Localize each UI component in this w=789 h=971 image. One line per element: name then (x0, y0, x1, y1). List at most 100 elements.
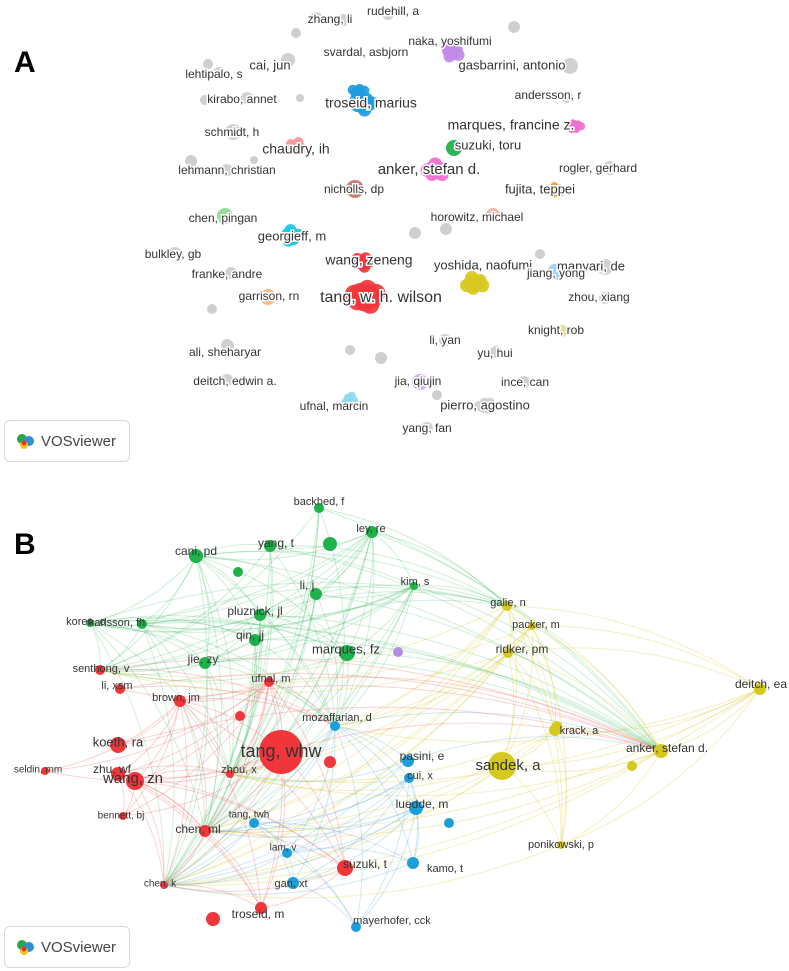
node-rogler-gerhard[interactable] (603, 161, 617, 175)
node-ince-can[interactable] (518, 376, 530, 388)
node-ley-re[interactable] (366, 526, 378, 538)
node-lam-v[interactable] (282, 848, 292, 858)
node-label: li, xsm (101, 680, 132, 692)
node-bennett-bj[interactable] (119, 812, 127, 820)
node-unlabeled (440, 223, 452, 235)
node-label: senthong, v (73, 663, 130, 675)
node-ponikowski-p[interactable] (557, 841, 565, 849)
node-label: wang, zn (102, 770, 163, 787)
node-koren-o[interactable] (86, 619, 94, 627)
node-qin-jj[interactable] (249, 634, 261, 646)
node-cui-x[interactable] (404, 773, 414, 783)
node-lehtipalo-s[interactable] (213, 67, 225, 79)
node-rudehill-a[interactable] (382, 8, 394, 20)
network-map-b: backhed, f ley, re cani, pd yang, t kim, s pl… (14, 496, 787, 932)
vosviewer-badge-b[interactable]: VOSviewer (4, 926, 130, 968)
node-yoshida-naofumi[interactable] (460, 270, 490, 295)
node-schmidt-h[interactable] (225, 124, 241, 140)
node-troseid-marius[interactable] (349, 92, 379, 117)
node-cai-jun[interactable] (281, 53, 295, 67)
node-anker-stefan-d-[interactable] (420, 157, 449, 182)
node-naka-yoshifumi[interactable] (441, 40, 465, 63)
node-seldin-mm[interactable] (41, 767, 49, 775)
node-ufnal-marcin[interactable] (341, 391, 359, 407)
node-fujita-teppei[interactable] (549, 182, 566, 198)
node-knight-rob[interactable] (556, 325, 568, 337)
node-zhu-wf[interactable] (111, 767, 125, 781)
node-galie-n[interactable] (502, 601, 512, 611)
node-anker-stefan-d-[interactable] (654, 744, 668, 758)
node-unlabeled (323, 537, 337, 551)
panel-a: A zhang, li rudehill, a naka, yoshifumi gas… (0, 0, 789, 470)
node-suzuki-t[interactable] (337, 860, 353, 876)
node-mozaffarian-d[interactable] (330, 721, 340, 731)
node-zhou-xiang[interactable] (599, 292, 611, 304)
node-unlabeled (393, 647, 403, 657)
node-ali-sheharyar[interactable] (221, 339, 233, 351)
node-kim-s[interactable] (410, 582, 418, 590)
node-li-j[interactable] (310, 588, 322, 600)
node-ufnal-m[interactable] (264, 677, 274, 687)
node-jia-qiujin[interactable] (412, 374, 428, 390)
node-krack-a[interactable] (549, 724, 561, 736)
node-bulkley-gb[interactable] (169, 247, 181, 259)
node-label: zhu, wf (93, 762, 132, 776)
node-jiang-yong[interactable] (547, 264, 563, 280)
node-cani-pd[interactable] (189, 549, 203, 563)
node-li-xsm[interactable] (115, 684, 125, 694)
node-garrison-rn[interactable] (260, 289, 276, 305)
node-jie-zy[interactable] (199, 657, 211, 669)
node-wang-zn[interactable] (126, 772, 144, 790)
node-gan-xt[interactable] (287, 877, 299, 889)
node-horowitz-michael[interactable] (486, 208, 500, 222)
node-kirabo-annet[interactable] (241, 92, 253, 104)
node-luedde-m[interactable] (409, 801, 423, 815)
node-deitch-edwin-a-[interactable] (221, 374, 233, 386)
node-li-yan[interactable] (439, 334, 451, 346)
node-mayerhofer-cck[interactable] (351, 922, 361, 932)
node-lehmann-christian[interactable] (221, 164, 233, 176)
node-suzuki-toru[interactable] (446, 140, 462, 156)
node-kamo-t[interactable] (407, 857, 419, 869)
node-sandek-a[interactable] (488, 752, 516, 780)
node-backhed-f[interactable] (314, 503, 324, 513)
node-label: packer, m (512, 619, 560, 631)
node-chen-pingan[interactable] (217, 208, 233, 224)
node-chaudry-ih[interactable] (285, 137, 305, 156)
node-yu-hui[interactable] (490, 346, 502, 358)
node-marques-francine-z-[interactable] (567, 119, 586, 134)
node-brown-jm[interactable] (174, 695, 186, 707)
node-koeth-ra[interactable] (110, 737, 126, 753)
node-label: koren, o (66, 616, 106, 628)
node-franke-andre[interactable] (225, 267, 237, 279)
node-tang-whw[interactable] (259, 730, 303, 774)
node-label: yoshida, naofumi (434, 257, 532, 272)
node-nicholls-dp[interactable] (346, 180, 364, 198)
node-deitch-ea[interactable] (754, 683, 766, 695)
node-yang-fan[interactable] (421, 422, 433, 434)
node-georgieff-m[interactable] (281, 224, 304, 247)
node-yang-t[interactable] (264, 540, 276, 552)
node-tang-twh[interactable] (249, 818, 259, 828)
node-label: svardal, asbjorn (324, 45, 409, 59)
node-manyari-de[interactable] (597, 259, 613, 275)
node-zhang-li[interactable] (337, 14, 349, 26)
node-karlsson-fh[interactable] (137, 619, 147, 629)
node-tang-w-h-wilson[interactable] (344, 279, 386, 314)
node-pierro-agostino[interactable] (474, 397, 496, 414)
node-andersson-r[interactable] (561, 91, 573, 103)
node-marques-fz[interactable] (339, 645, 355, 661)
node-packer-m[interactable] (528, 622, 536, 630)
node-chen-ml[interactable] (199, 825, 211, 837)
node-zhou-x[interactable] (226, 770, 234, 778)
node-gasbarrini-antonio[interactable] (562, 58, 578, 74)
node-label: kim, s (401, 576, 430, 588)
node-chen-k[interactable] (160, 881, 168, 889)
node-pasini-e[interactable] (402, 755, 414, 767)
node-pluznick-jl[interactable] (254, 609, 266, 621)
node-wang-zeneng[interactable] (351, 252, 377, 273)
node-senthong-v[interactable] (95, 665, 105, 675)
node-troseid-m[interactable] (255, 902, 267, 914)
node-ridker-pm[interactable] (503, 648, 513, 658)
vosviewer-badge-a[interactable]: VOSviewer (4, 420, 130, 462)
